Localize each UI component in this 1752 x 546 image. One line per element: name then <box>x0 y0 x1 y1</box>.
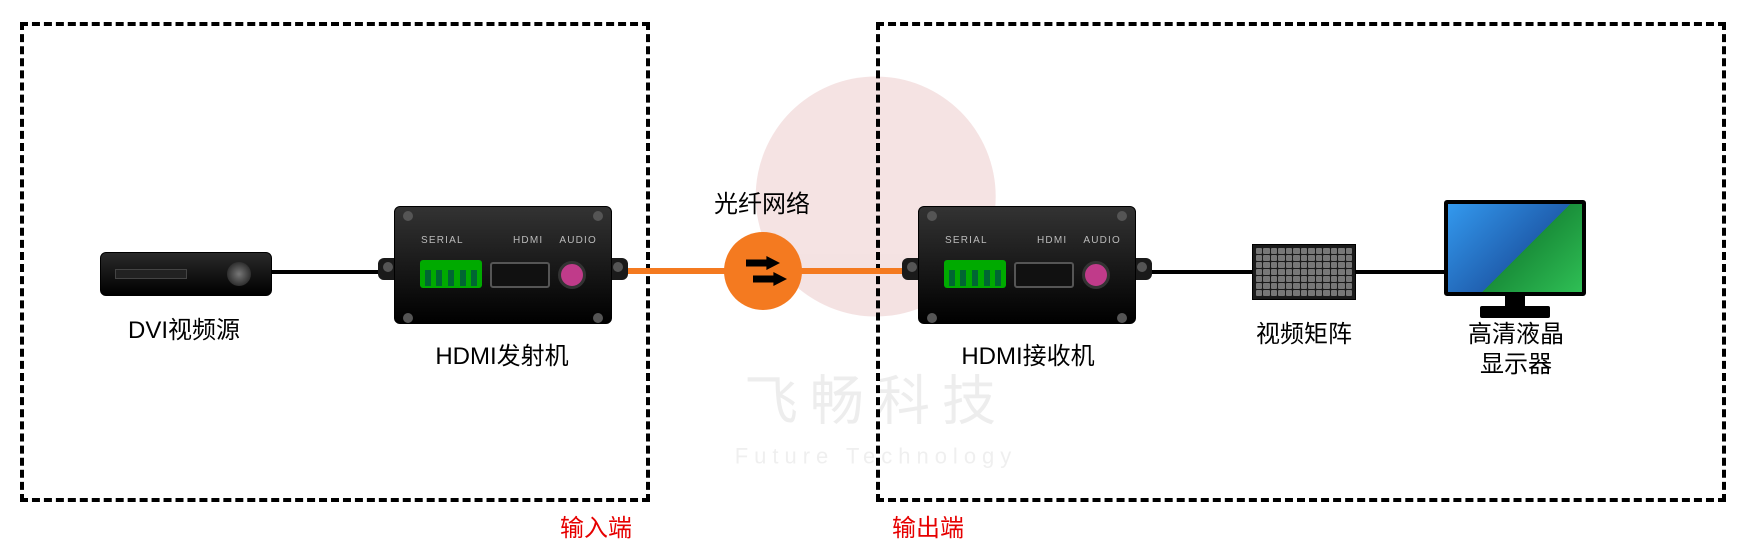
port-label-audio: AUDIO <box>1083 235 1121 246</box>
dvi-source-device <box>100 252 272 296</box>
port-label-serial: SERIAL <box>421 235 464 246</box>
hdmi-receiver-device: SERIAL HDMI AUDIO <box>918 210 1136 328</box>
display-label: 高清液晶显示器 <box>1468 320 1564 380</box>
monitor-frame <box>1444 200 1586 296</box>
fiber-network-node <box>724 232 802 310</box>
monitor-base <box>1480 306 1550 318</box>
fiber-arrow-icon <box>753 272 787 286</box>
fiber-label: 光纤网络 <box>714 190 810 220</box>
audio-jack-icon <box>1082 261 1110 289</box>
device-body: SERIAL HDMI AUDIO <box>394 206 612 324</box>
audio-jack-icon <box>558 261 586 289</box>
serial-port-icon <box>420 260 482 288</box>
monitor-screen-icon <box>1448 204 1582 292</box>
matrix-label: 视频矩阵 <box>1256 320 1352 350</box>
source-label: DVI视频源 <box>128 316 240 346</box>
device-body: SERIAL HDMI AUDIO <box>918 206 1136 324</box>
hdmi-transmitter-device: SERIAL HDMI AUDIO <box>394 210 612 328</box>
hdmi-port-icon <box>490 262 550 288</box>
port-label-audio: AUDIO <box>559 235 597 246</box>
cable-black <box>268 270 396 274</box>
cable-black <box>1150 270 1254 274</box>
diagram-stage: SERIAL HDMI AUDIO SERIAL HDMI AUDIO <box>0 0 1752 546</box>
port-label-hdmi: HDMI <box>513 235 543 246</box>
monitor-neck <box>1505 296 1525 306</box>
port-label-hdmi: HDMI <box>1037 235 1067 246</box>
receiver-label: HDMI接收机 <box>961 342 1094 372</box>
serial-port-icon <box>944 260 1006 288</box>
port-label-serial: SERIAL <box>945 235 988 246</box>
cable-black <box>1354 270 1446 274</box>
hdmi-port-icon <box>1014 262 1074 288</box>
cable-fiber <box>612 268 728 274</box>
fiber-arrow-icon <box>746 256 780 270</box>
output-side-label: 输出端 <box>892 508 964 543</box>
input-side-label: 输入端 <box>560 508 632 543</box>
video-matrix-device <box>1252 244 1356 300</box>
lcd-display-device <box>1444 200 1586 320</box>
transmitter-label: HDMI发射机 <box>435 342 568 372</box>
